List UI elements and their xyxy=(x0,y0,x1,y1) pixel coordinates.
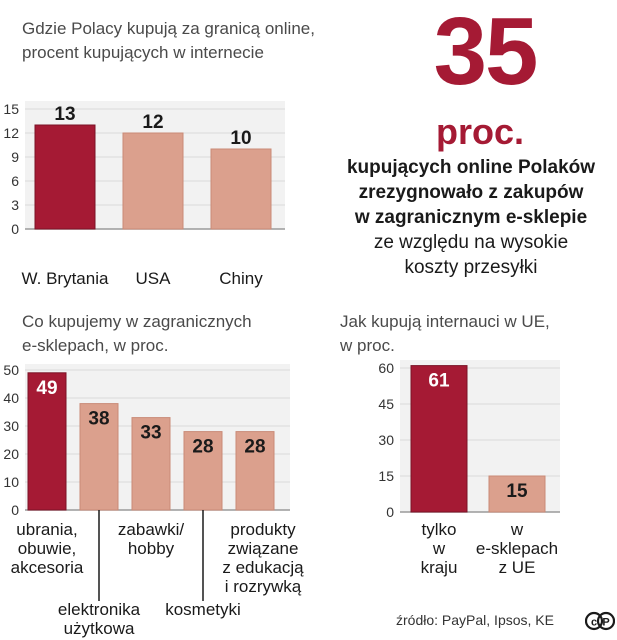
y-tick-label: 10 xyxy=(3,474,19,490)
bar-value-label: 13 xyxy=(54,104,75,125)
headline-text: kupujących online Polaków zrezygnowało z… xyxy=(330,155,612,280)
bar-value-label: 15 xyxy=(506,481,528,502)
bar xyxy=(79,403,119,511)
category-label: w e-sklepach z UE xyxy=(476,520,558,577)
bar xyxy=(34,124,96,230)
bar xyxy=(210,148,272,230)
y-tick-label: 15 xyxy=(3,101,19,117)
y-tick-label: 20 xyxy=(3,446,19,462)
chart3-svg: 0 15 30 45 60 61 tylko w kraju 15 w e-sklepach z UE xyxy=(378,360,560,577)
category-label: tylko w kraju xyxy=(421,520,458,577)
y-tick-label: 0 xyxy=(11,221,19,237)
y-tick-label: 9 xyxy=(11,149,19,165)
y-tick-label: 15 xyxy=(378,468,394,484)
svg-text:P: P xyxy=(602,617,609,629)
chart2-title: Co kupujemy w zagranicznych e-sklepach, … xyxy=(22,312,252,355)
bar xyxy=(27,372,67,511)
bar-value-label: 28 xyxy=(244,437,265,458)
y-tick-label: 50 xyxy=(3,362,19,378)
bar-value-label: 10 xyxy=(230,128,251,149)
bar xyxy=(131,417,171,511)
y-tick-label: 45 xyxy=(378,396,394,412)
category-label: W. Brytania xyxy=(22,269,109,288)
category-label: ubrania, obuwie, akcesoria xyxy=(11,520,84,577)
bar-value-label: 33 xyxy=(140,423,161,444)
y-tick-label: 60 xyxy=(378,360,394,376)
chart1-title: Gdzie Polacy kupują za granicą online, p… xyxy=(22,19,315,62)
bar xyxy=(488,475,546,513)
chart2-svg: 0 10 20 30 40 50 49 ubrania, obuwie, akcesoria 38 e… xyxy=(3,362,304,638)
headline-unit: proc. xyxy=(435,111,524,152)
chart1-svg: 0 3 6 9 12 15 13 W. Brytania 12 USA 10 Chiny xyxy=(3,101,285,288)
y-tick-label: 30 xyxy=(3,418,19,434)
category-label: Chiny xyxy=(219,269,263,288)
chart3-title: Jak kupują internauci w UE, w proc. xyxy=(340,312,550,355)
category-label: produkty związane z edukacją i rozrywką xyxy=(222,520,304,596)
y-tick-label: 3 xyxy=(11,197,19,213)
source-note: źródło: PayPal, Ipsos, KE xyxy=(396,612,554,628)
bar xyxy=(183,431,223,511)
bar xyxy=(235,431,275,511)
bar-value-label: 28 xyxy=(192,437,213,458)
y-tick-label: 40 xyxy=(3,390,19,406)
bar xyxy=(410,365,468,513)
y-tick-label: 0 xyxy=(11,502,19,518)
bar-value-label: 12 xyxy=(142,112,163,133)
category-label: elektronika użytkowa xyxy=(58,600,141,638)
headline-normal-text: ze względu na wysokie koszty przesyłki xyxy=(373,232,569,278)
bar-value-label: 61 xyxy=(428,371,450,392)
category-label: zabawki/hobby xyxy=(118,520,184,558)
y-tick-label: 0 xyxy=(386,504,394,520)
category-label: USA xyxy=(136,269,172,288)
headline-bold-text: kupujących online Polaków zrezygnowało z… xyxy=(346,157,596,228)
cc-cp-logo: c P xyxy=(585,611,615,631)
y-tick-label: 30 xyxy=(378,432,394,448)
bar-value-label: 38 xyxy=(88,409,109,430)
y-tick-label: 12 xyxy=(3,125,19,141)
svg-text:c: c xyxy=(591,617,597,629)
bar-value-label: 49 xyxy=(36,378,57,399)
y-tick-label: 6 xyxy=(11,173,19,189)
headline-number: 35 xyxy=(433,0,539,105)
category-label: kosmetyki xyxy=(165,600,241,619)
bar xyxy=(122,132,184,230)
